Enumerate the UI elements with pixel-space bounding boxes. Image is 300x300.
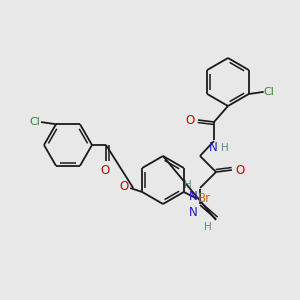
Text: N: N [189,190,198,203]
Text: N: N [189,206,198,219]
Text: H: H [221,143,229,153]
Text: H: H [184,180,192,190]
Text: N: N [208,141,217,154]
Text: H: H [204,222,212,232]
Text: Cl: Cl [264,87,275,97]
Text: O: O [186,113,195,127]
Text: O: O [235,164,244,176]
Text: O: O [100,164,109,177]
Text: Cl: Cl [29,117,40,127]
Text: O: O [119,181,128,194]
Text: Br: Br [198,193,211,206]
